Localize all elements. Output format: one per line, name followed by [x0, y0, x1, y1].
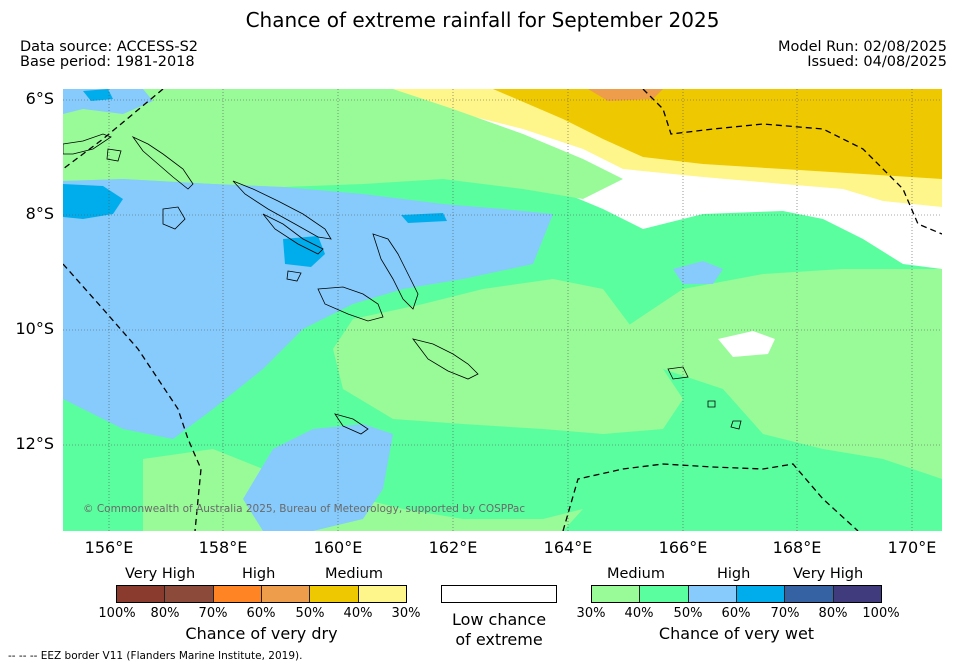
- island-bougainville: [131, 135, 194, 190]
- island-malaita: [372, 233, 419, 310]
- island-small-3: [286, 270, 302, 282]
- island-rennell: [334, 413, 369, 435]
- lon-label-168e: 168°E: [772, 538, 822, 557]
- chart-title: Chance of extreme rainfall for September…: [245, 8, 720, 32]
- eez-border-west: [63, 89, 164, 170]
- dry-swatch-0: [117, 586, 166, 602]
- dry-swatch-1: [165, 586, 214, 602]
- low-chance-line2: of extreme: [455, 630, 543, 649]
- data-source-block: Data source: ACCESS-S2 Base period: 1981…: [20, 40, 198, 70]
- dry-colorbar: [116, 585, 407, 603]
- lat-label-10s: 10°S: [15, 319, 54, 338]
- dry-tick-80: 80%: [150, 606, 180, 621]
- dry-tick-50: 50%: [295, 606, 325, 621]
- wet-medium-zone-center: [333, 279, 683, 434]
- wet-veryhigh-zone-4: [83, 89, 113, 101]
- dry-tick-100: 100%: [98, 606, 136, 621]
- lat-label-12s: 12°S: [15, 434, 54, 453]
- wet-tick-50: 50%: [673, 606, 703, 621]
- data-source: Data source: ACCESS-S2: [20, 39, 199, 55]
- dry-heading-high: High: [242, 566, 276, 582]
- lon-label-158e: 158°E: [198, 538, 248, 557]
- lon-label-170e: 170°E: [887, 538, 937, 557]
- lat-label-8s: 8°S: [25, 204, 54, 223]
- wet-high-zone-nw: [63, 89, 153, 114]
- dry-tick-60: 60%: [246, 606, 276, 621]
- lon-label-166e: 166°E: [658, 538, 708, 557]
- base-period: Base period: 1981-2018: [20, 54, 195, 70]
- island-shortland: [106, 148, 122, 162]
- model-info-block: Model Run: 02/08/2025 Issued: 04/08/2025: [778, 40, 947, 70]
- wet-veryhigh-zone-3: [401, 213, 447, 223]
- coastlines: [63, 133, 742, 435]
- wet-swatch-0: [592, 586, 641, 602]
- wet-high-zone-east: [673, 261, 723, 284]
- wet-veryhigh-zone-1: [63, 184, 123, 219]
- model-run: Model Run: 02/08/2025: [777, 39, 947, 55]
- issued-date: Issued: 04/08/2025: [807, 54, 947, 70]
- eez-border-se: [562, 463, 859, 531]
- wet-tick-100: 100%: [862, 606, 900, 621]
- wet-veryhigh-zone-2: [283, 236, 325, 267]
- dry-heading-medium: Medium: [325, 566, 383, 582]
- dry-tick-30: 30%: [391, 606, 421, 621]
- rainfall-map: [63, 89, 942, 531]
- wet-swatch-4: [785, 586, 834, 602]
- dry-swatch-3: [261, 586, 311, 602]
- low-chance-zone-east: [718, 331, 775, 357]
- dry-tick-70: 70%: [198, 606, 228, 621]
- low-chance-title: Low chance of extreme: [441, 610, 557, 650]
- island-guadalcanal: [317, 286, 384, 322]
- wet-colorbar: [591, 585, 882, 603]
- eez-footnote: -- -- -- EEZ border V11 (Flanders Marine…: [8, 650, 303, 662]
- wet-tick-30: 30%: [576, 606, 606, 621]
- island-santa-isabel: [262, 213, 324, 255]
- eez-border-ne: [642, 89, 942, 235]
- dry-swatch-5: [358, 586, 406, 602]
- island-small-1: [707, 400, 716, 408]
- eez-borders: [63, 89, 942, 531]
- map-gridlines: [63, 89, 942, 531]
- wet-high-zone-west: [63, 179, 553, 439]
- dry-swatch-2: [213, 586, 262, 602]
- island-new-georgia: [162, 206, 186, 230]
- dry-high-zone: [588, 89, 663, 101]
- wet-heading-very-high: Very High: [793, 566, 864, 582]
- low-chance-swatch: [441, 585, 557, 603]
- island-new-ireland: [63, 133, 112, 155]
- eez-border-sw: [63, 263, 202, 531]
- wet-tick-80: 80%: [818, 606, 848, 621]
- wet-tick-70: 70%: [770, 606, 800, 621]
- wet-tick-60: 60%: [721, 606, 751, 621]
- copyright-notice: © Commonwealth of Australia 2025, Bureau…: [83, 503, 526, 515]
- lon-label-164e: 164°E: [543, 538, 593, 557]
- island-small-2: [730, 420, 742, 430]
- wet-swatch-1: [640, 586, 689, 602]
- wet-high-zone-south: [243, 424, 393, 531]
- island-santa-cruz: [667, 366, 689, 380]
- island-choiseul: [232, 180, 332, 240]
- lat-label-6s: 6°S: [25, 89, 54, 108]
- wet-heading-medium: Medium: [607, 566, 665, 582]
- lon-label-160e: 160°E: [313, 538, 363, 557]
- wet-medium-zone-east: [623, 269, 942, 479]
- lon-label-162e: 162°E: [428, 538, 478, 557]
- low-chance-line1: Low chance: [451, 610, 547, 629]
- island-makira: [412, 338, 479, 380]
- wet-swatch-3: [736, 586, 786, 602]
- wet-heading-high: High: [717, 566, 751, 582]
- wet-tick-40: 40%: [624, 606, 654, 621]
- wet-medium-zone-north: [63, 89, 623, 199]
- dry-heading-very-high: Very High: [125, 566, 196, 582]
- lon-label-156e: 156°E: [84, 538, 134, 557]
- dry-legend-title: Chance of very dry: [185, 624, 338, 643]
- dry-tick-40: 40%: [343, 606, 373, 621]
- wet-swatch-5: [833, 586, 881, 602]
- dry-swatch-4: [310, 586, 359, 602]
- dry-medium-zone: [493, 89, 942, 179]
- wet-swatch-2: [688, 586, 737, 602]
- wet-legend-title: Chance of very wet: [658, 624, 815, 643]
